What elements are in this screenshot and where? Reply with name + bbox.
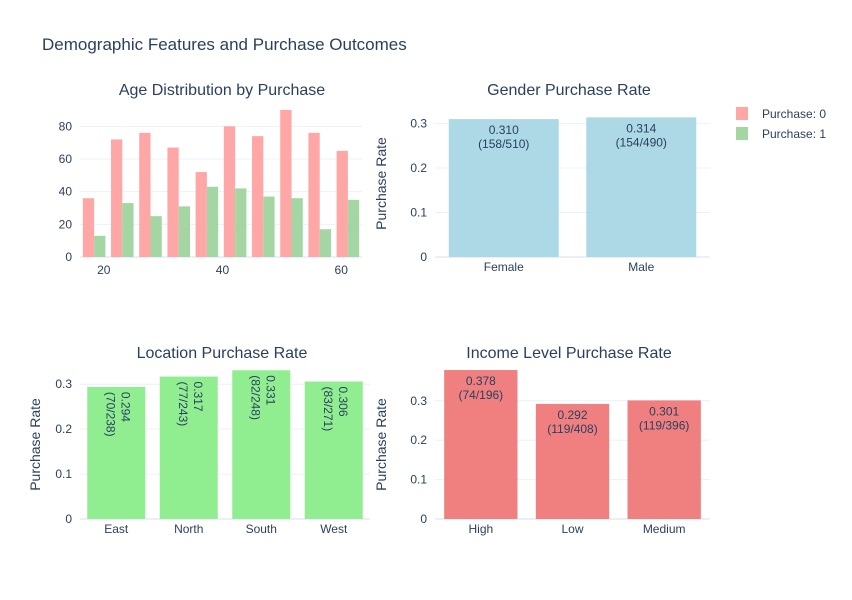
location-y-tick: 0 — [65, 512, 72, 526]
age-bar-purchase-0[interactable] — [308, 132, 320, 257]
legend-swatch — [736, 107, 748, 120]
age-bar-purchase-1[interactable] — [235, 188, 247, 257]
income-y-tick: 0 — [420, 512, 427, 526]
age-bar-purchase-1[interactable] — [206, 186, 219, 257]
age-y-tick: 40 — [59, 185, 73, 199]
age-bar-purchase-0[interactable] — [195, 172, 207, 257]
location-x-tick: East — [104, 522, 129, 536]
figure-title: Demographic Features and Purchase Outcom… — [42, 35, 407, 54]
age-title: Age Distribution by Purchase — [119, 82, 325, 99]
location-bar-count-label: (82/248) — [248, 375, 262, 420]
location-x-tick: North — [174, 522, 203, 536]
gender-y-tick: 0.2 — [410, 161, 427, 175]
age-subplot: Age Distribution by Purchase 0 20 40 60 80 20 4… — [59, 82, 362, 277]
gender-bar-value-label: 0.310 — [489, 123, 519, 137]
income-subplot: Income Level Purchase Rate 0 0.1 0.2 0.3 Purc… — [373, 345, 710, 536]
age-bar-purchase-0[interactable] — [167, 147, 179, 257]
age-bar-purchase-1[interactable] — [347, 199, 360, 257]
location-bar-value-label: 0.306 — [336, 387, 350, 417]
location-bar-south[interactable] — [232, 370, 291, 519]
age-bar-purchase-1[interactable] — [150, 216, 162, 257]
income-bar-value-label: 0.378 — [466, 374, 496, 388]
gender-bar-count-label: (158/510) — [478, 137, 529, 151]
income-title: Income Level Purchase Rate — [466, 345, 672, 362]
location-bar-count-label: (77/243) — [176, 382, 190, 427]
age-bar-purchase-1[interactable] — [122, 203, 134, 257]
location-bar-count-label: (83/271) — [321, 387, 335, 432]
age-bar-purchase-0[interactable] — [252, 136, 264, 257]
age-y-tick: 80 — [59, 119, 73, 133]
age-bar-purchase-1[interactable] — [291, 198, 303, 257]
location-x-tick: South — [246, 522, 277, 536]
income-bar-count-label: (119/396) — [639, 418, 689, 432]
legend-item-purchase-0[interactable]: Purchase: 0 — [736, 107, 826, 121]
age-bar-purchase-0[interactable] — [111, 139, 123, 257]
gender-bar-count-label: (154/490) — [616, 135, 667, 149]
age-bar-purchase-1[interactable] — [178, 206, 190, 257]
location-bar-west[interactable] — [304, 381, 363, 519]
income-y-axis-title: Purchase Rate — [373, 398, 389, 491]
location-bar-value-label: 0.317 — [191, 382, 205, 412]
age-y-tick: 0 — [65, 250, 72, 264]
gender-title: Gender Purchase Rate — [487, 82, 651, 99]
age-y-tick: 60 — [59, 152, 73, 166]
age-bar-purchase-0[interactable] — [223, 126, 236, 257]
income-bar-high[interactable] — [444, 370, 518, 519]
gender-x-tick: Female — [484, 260, 524, 274]
gender-y-tick: 0 — [420, 250, 427, 264]
legend: Purchase: 0 Purchase: 1 — [736, 107, 826, 141]
location-bar-count-label: (70/238) — [103, 392, 117, 437]
gender-bar-female[interactable] — [448, 119, 559, 257]
location-y-axis-title: Purchase Rate — [27, 398, 43, 491]
income-bar-low[interactable] — [535, 403, 610, 519]
location-title: Location Purchase Rate — [137, 345, 308, 362]
age-bar-purchase-1[interactable] — [319, 229, 331, 257]
income-x-tick: High — [468, 522, 493, 536]
age-x-tick: 40 — [216, 263, 230, 277]
gender-y-tick: 0.3 — [410, 117, 427, 131]
age-x-tick: 60 — [335, 263, 349, 277]
gender-bar-value-label: 0.314 — [626, 121, 656, 135]
gender-y-tick: 0.1 — [410, 206, 427, 220]
gender-x-tick: Male — [628, 260, 654, 274]
income-bar-value-label: 0.292 — [557, 408, 587, 422]
location-y-tick: 0.2 — [55, 422, 72, 436]
income-bar-count-label: (119/408) — [547, 422, 597, 436]
location-bar-value-label: 0.331 — [263, 375, 277, 405]
age-bar-purchase-0[interactable] — [336, 150, 348, 257]
location-bar-value-label: 0.294 — [118, 392, 132, 422]
gender-y-axis-title: Purchase Rate — [373, 137, 389, 230]
legend-item-purchase-1[interactable]: Purchase: 1 — [736, 127, 826, 141]
income-y-tick: 0.3 — [410, 394, 427, 408]
income-bar-medium[interactable] — [627, 400, 701, 519]
location-y-tick: 0.3 — [55, 377, 72, 391]
income-x-tick: Medium — [643, 522, 686, 536]
location-x-tick: West — [320, 522, 348, 536]
age-bar-purchase-1[interactable] — [94, 235, 106, 257]
income-y-tick: 0.2 — [410, 433, 427, 447]
age-bar-purchase-0[interactable] — [280, 110, 292, 257]
legend-swatch — [736, 127, 748, 140]
legend-label: Purchase: 0 — [762, 107, 826, 121]
legend-label: Purchase: 1 — [762, 127, 826, 141]
income-bar-count-label: (74/196) — [458, 388, 503, 402]
gender-subplot: Gender Purchase Rate 0 0.1 0.2 0.3 Purchase R… — [373, 82, 710, 274]
gender-bar-male[interactable] — [586, 117, 697, 257]
age-bar-purchase-0[interactable] — [139, 132, 151, 257]
location-y-tick: 0.1 — [55, 467, 72, 481]
income-x-tick: Low — [561, 522, 583, 536]
age-x-tick: 20 — [97, 263, 111, 277]
age-bar-purchase-1[interactable] — [263, 196, 275, 257]
location-bar-north[interactable] — [159, 376, 218, 519]
age-bar-purchase-0[interactable] — [82, 198, 95, 257]
location-bar-east[interactable] — [87, 386, 146, 519]
income-bar-value-label: 0.301 — [649, 404, 679, 418]
location-subplot: Location Purchase Rate 0 0.1 0.2 0.3 Purchase… — [27, 345, 370, 536]
subplots: Age Distribution by Purchase 0 20 40 60 80 20 4… — [27, 82, 710, 536]
age-y-tick: 20 — [59, 217, 73, 231]
income-y-tick: 0.1 — [410, 473, 427, 487]
